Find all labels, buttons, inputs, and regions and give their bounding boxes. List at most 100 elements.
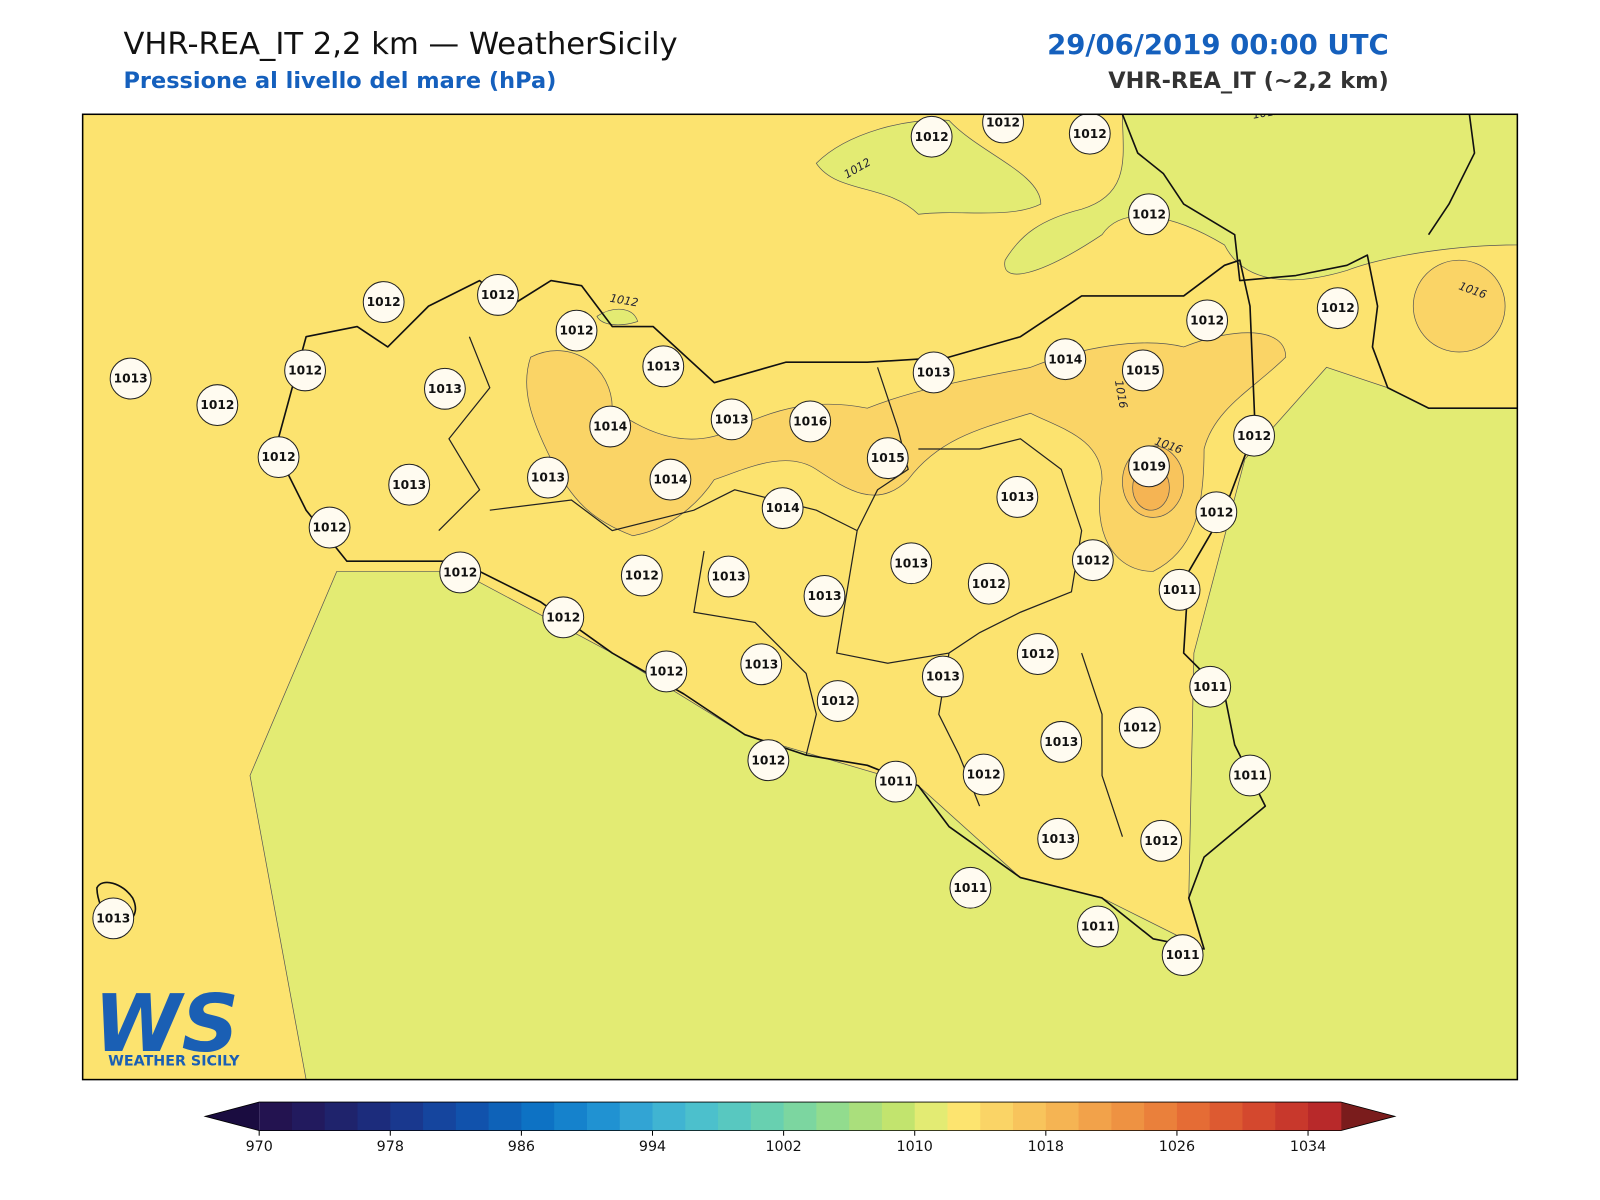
station-value: 1012 xyxy=(1199,505,1233,519)
colorbar-bin xyxy=(619,1102,654,1131)
station-marker xyxy=(740,643,783,686)
station-value: 1012 xyxy=(1132,207,1166,221)
station-marker xyxy=(949,866,992,909)
station-marker xyxy=(527,456,569,499)
station-value: 1013 xyxy=(531,471,565,485)
coastline-calabria xyxy=(1427,114,1476,236)
map: 1013 1012 1012 1012 1012 1012 1013 1012 1013 1012… xyxy=(81,113,1519,1081)
station-value: 1012 xyxy=(649,665,683,679)
station-value: 1019 xyxy=(1132,459,1166,473)
station-value: 1013 xyxy=(428,382,462,396)
station-value: 1012 xyxy=(367,295,401,309)
station-marker xyxy=(1140,819,1183,862)
colorbar-tick-label: 1010 xyxy=(897,1139,933,1155)
station-value: 1013 xyxy=(392,478,426,492)
colorbar-bin xyxy=(1078,1102,1112,1131)
station-marker xyxy=(803,575,846,617)
station-value: 1011 xyxy=(1163,583,1197,597)
station-marker xyxy=(1037,817,1080,860)
station-marker xyxy=(710,398,753,441)
colorbar-over xyxy=(1340,1102,1395,1131)
station-value: 1016 xyxy=(793,415,827,429)
colorbar-tick-label: 1026 xyxy=(1159,1139,1195,1155)
colorbar-under xyxy=(205,1102,260,1131)
station-value: 1012 xyxy=(1144,834,1178,848)
station-marker xyxy=(866,437,909,480)
station-marker xyxy=(1068,114,1111,155)
station-value: 1012 xyxy=(1190,313,1224,327)
station-marker xyxy=(642,345,685,388)
station-value: 1011 xyxy=(1081,920,1115,934)
station-marker xyxy=(1128,445,1170,488)
station-value: 1012 xyxy=(1237,429,1271,443)
colorbar-bin xyxy=(1275,1102,1309,1131)
station-value: 1012 xyxy=(1076,553,1110,567)
station-value: 1013 xyxy=(917,366,951,380)
station-marker xyxy=(1118,706,1161,749)
colorbar-bin xyxy=(980,1102,1014,1131)
colorbar-bin xyxy=(1308,1102,1342,1131)
station-value: 1012 xyxy=(288,363,322,377)
colorbar-bin xyxy=(554,1102,588,1131)
station-marker xyxy=(875,760,917,803)
station-marker xyxy=(747,739,790,782)
station-marker xyxy=(1229,754,1271,797)
station-marker xyxy=(620,554,663,597)
colorbar-bin xyxy=(816,1102,850,1131)
colorbar-bin xyxy=(259,1102,293,1131)
station-value: 1012 xyxy=(559,324,593,338)
green-patch xyxy=(815,119,1042,215)
station-value: 1011 xyxy=(1166,948,1200,962)
station-value: 1011 xyxy=(953,881,987,895)
map-frame xyxy=(81,113,1519,1081)
station-value: 1014 xyxy=(653,473,687,487)
station-marker xyxy=(910,115,953,158)
colorbar-bin xyxy=(783,1102,817,1131)
colorbar-tick-label: 986 xyxy=(508,1139,535,1155)
station-value: 1013 xyxy=(114,372,148,386)
station-marker xyxy=(1071,539,1114,582)
colorbar-bin xyxy=(1242,1102,1276,1131)
station-value: 1011 xyxy=(879,775,913,789)
station-value: 1012 xyxy=(262,450,296,464)
station-value: 1013 xyxy=(646,359,680,373)
station-value: 1011 xyxy=(1193,680,1227,694)
colorbar-bin xyxy=(488,1102,522,1131)
station-marker xyxy=(284,349,327,392)
station-marker xyxy=(912,351,955,394)
station-marker xyxy=(1161,934,1204,977)
station-value: 1012 xyxy=(972,577,1006,591)
logo: WS WEATHER SICILY xyxy=(94,977,240,1070)
station-value: 1012 xyxy=(821,694,855,708)
station-marker xyxy=(707,555,750,598)
station-marker xyxy=(1128,193,1170,236)
station-value: 1012 xyxy=(751,753,785,767)
station-value: 1012 xyxy=(1123,721,1157,735)
station-value: 1013 xyxy=(1000,490,1034,504)
station-value: 1012 xyxy=(313,521,347,535)
station-value: 1012 xyxy=(1321,301,1355,315)
station-marker xyxy=(1121,349,1164,392)
colorbar-bin xyxy=(586,1102,621,1131)
station-value: 1011 xyxy=(1233,769,1267,783)
station-marker xyxy=(109,357,152,400)
station-marker xyxy=(996,476,1039,518)
colorbar-bin xyxy=(291,1102,326,1131)
station-value: 1012 xyxy=(200,398,234,412)
colorbar-bin xyxy=(357,1102,391,1131)
station-marker xyxy=(816,680,859,722)
colorbar-bin xyxy=(750,1102,785,1131)
colorbar-bin xyxy=(324,1102,359,1131)
station-marker xyxy=(388,463,431,506)
station-marker xyxy=(439,551,482,594)
station-marker xyxy=(555,309,598,352)
station-value: 1013 xyxy=(807,589,841,603)
colorbar-tick-label: 1034 xyxy=(1290,1139,1326,1155)
station-marker xyxy=(589,405,632,448)
station-marker xyxy=(362,281,405,323)
station-marker xyxy=(1186,299,1229,342)
title: VHR-REA_IT 2,2 km — WeatherSicily xyxy=(123,27,677,62)
station-marker xyxy=(1158,568,1201,611)
station-marker xyxy=(645,650,688,693)
colorbar-tick-label: 1018 xyxy=(1028,1139,1064,1155)
